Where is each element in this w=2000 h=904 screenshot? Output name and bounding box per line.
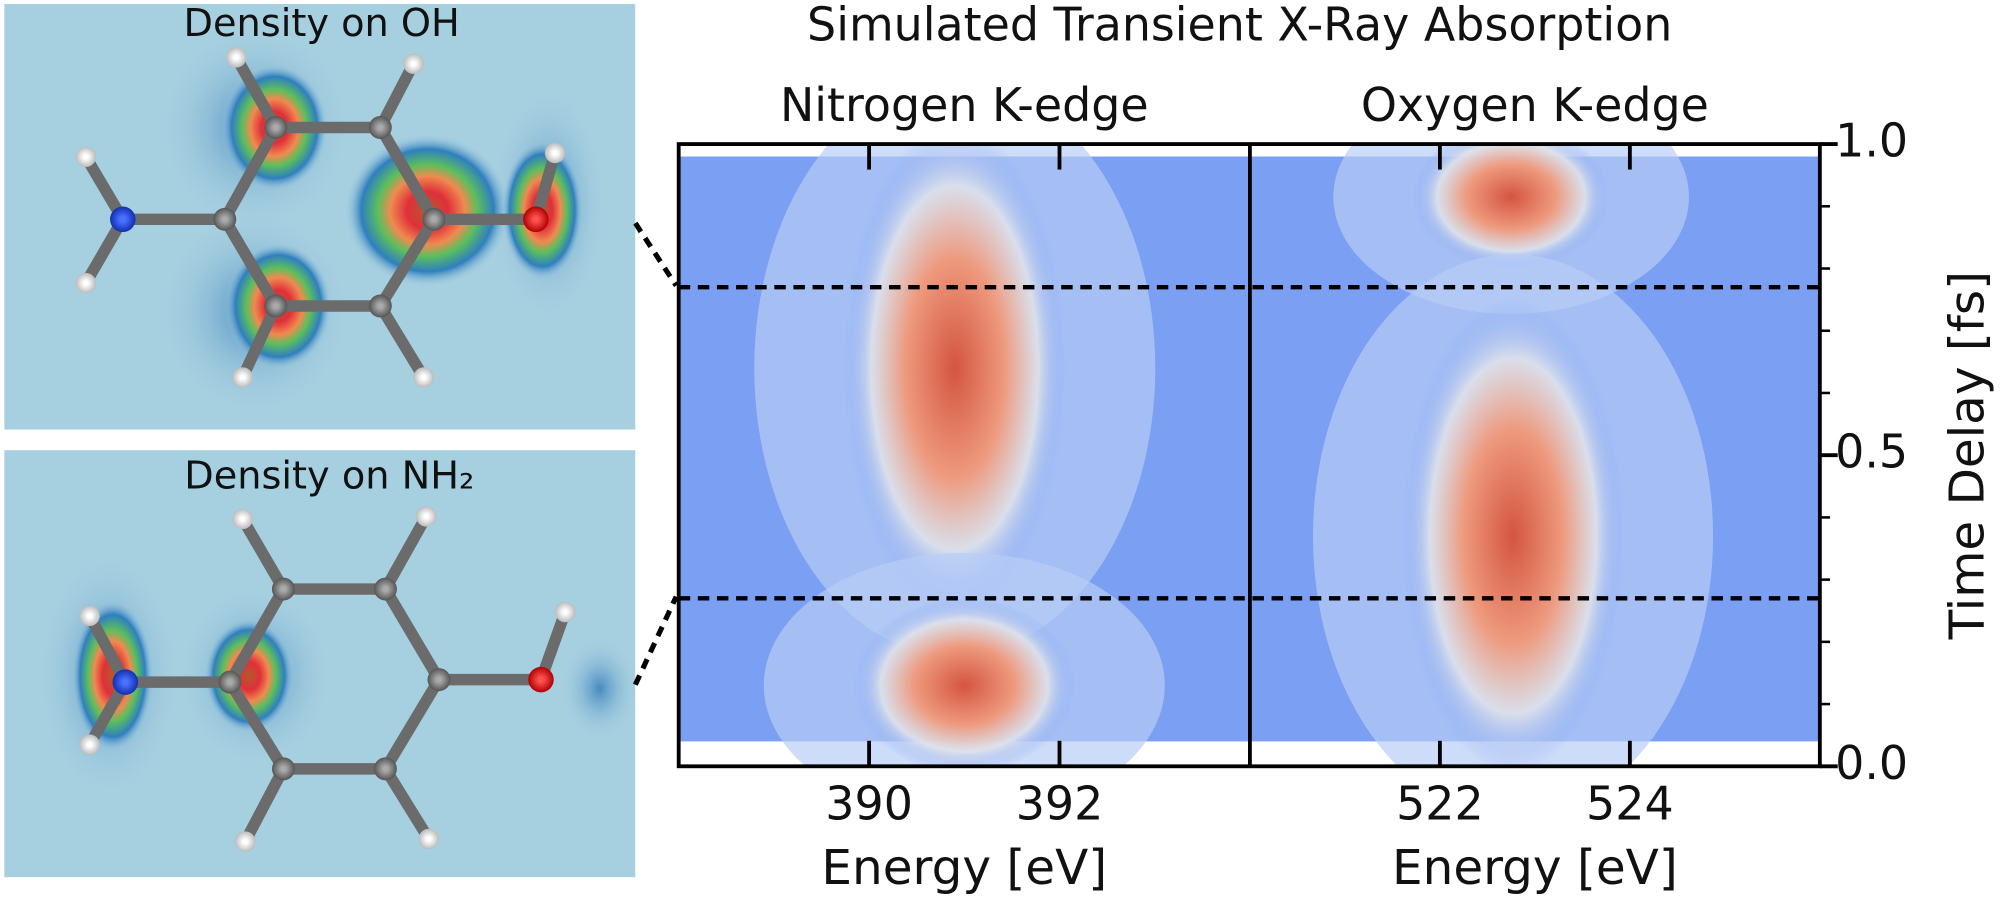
x-tick-label: 522 [1396, 777, 1484, 831]
panel-label: Density on OH [184, 1, 460, 46]
absorption-band [1401, 298, 1625, 767]
y-axis-label: Time Delay [fs] [1939, 271, 1995, 640]
panel-title: Oxygen K-edge [1361, 78, 1709, 132]
x-axis-label: Energy [eV] [1392, 840, 1678, 896]
x-tick-label: 524 [1586, 777, 1674, 831]
heatmap [678, 144, 1250, 767]
y-tick-label: 0.0 [1835, 736, 1908, 790]
absorption-band [843, 144, 1067, 612]
absorption-band [1412, 144, 1610, 270]
x-axis-label: Energy [eV] [821, 840, 1107, 896]
molecule-panel: Density on OH [4, 1, 636, 430]
panel-label: Density on NH₂ [184, 454, 474, 499]
charts: 390 392 Nitrogen K-edge Energy [eV] 522 524 Ox… [676, 78, 1995, 896]
connector [633, 595, 679, 686]
x-tick-label: 390 [825, 777, 913, 831]
chart-title: Simulated Transient X-Ray Absorption [807, 0, 1672, 52]
y-tick-label: 0.5 [1835, 425, 1908, 479]
absorption-band [852, 597, 1076, 767]
molecule-panel: Density on NH₂ [4, 450, 636, 878]
heatmap [1249, 144, 1820, 767]
y-tick-label: 1.0 [1835, 114, 1908, 168]
panel-title: Nitrogen K-edge [780, 78, 1149, 132]
x-tick-label: 392 [1016, 777, 1104, 831]
connector [633, 221, 679, 288]
